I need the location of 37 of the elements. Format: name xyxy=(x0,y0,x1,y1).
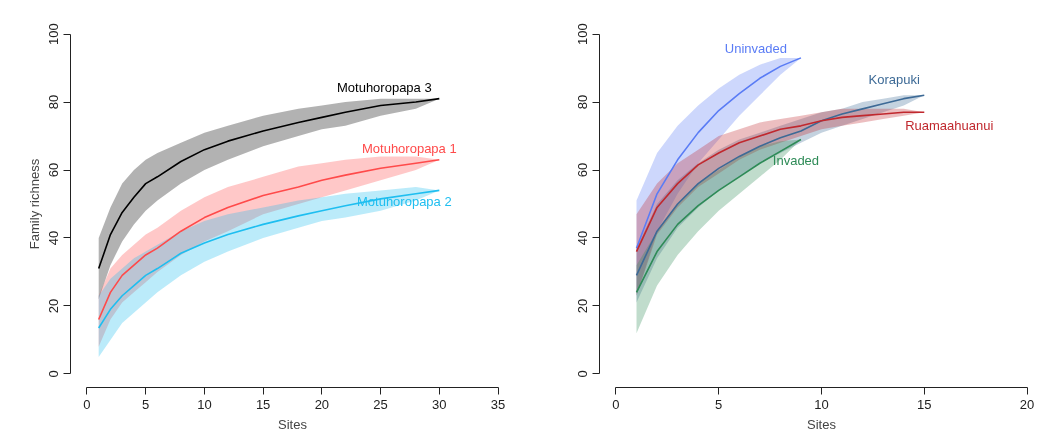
x-tick-label: 0 xyxy=(612,396,620,412)
x-tick-label: 20 xyxy=(314,396,330,412)
y-tick-label: 0 xyxy=(575,370,591,378)
y-tick-label: 40 xyxy=(575,230,591,246)
series-label: Uninvaded xyxy=(724,40,788,56)
x-tick-label: 20 xyxy=(1019,396,1035,412)
line-series xyxy=(97,159,441,321)
x-tick-label: 5 xyxy=(715,396,723,412)
y-tick-label: 0 xyxy=(46,370,62,378)
y-axis-title: Family richness xyxy=(26,158,42,250)
y-tick-label: 40 xyxy=(46,230,62,246)
x-tick-label: 10 xyxy=(814,396,829,412)
x-tick-label: 0 xyxy=(83,396,91,412)
y-tick-label: 60 xyxy=(575,162,591,178)
series-label: Motuhoropapa 3 xyxy=(336,79,432,95)
x-tick-label: 25 xyxy=(373,396,388,412)
x-tick-label: 15 xyxy=(255,396,271,412)
x-tick-label: 35 xyxy=(490,396,506,412)
x-axis-title: Sites xyxy=(807,416,837,432)
x-tick-label: 30 xyxy=(432,396,447,412)
y-tick-label: 60 xyxy=(46,162,62,178)
y-tick-label: 100 xyxy=(575,23,591,45)
y-tick-label: 80 xyxy=(575,94,591,110)
series-label: Motuhoropapa 2 xyxy=(356,194,452,210)
x-axis-title: Sites xyxy=(278,416,308,432)
x-tick-label: 10 xyxy=(197,396,212,412)
y-tick-label: 100 xyxy=(46,23,62,45)
x-tick-label: 5 xyxy=(142,396,150,412)
y-tick-label: 20 xyxy=(46,298,62,314)
series-label: Ruamaahuanui xyxy=(905,118,994,134)
series-label: Invaded xyxy=(772,153,820,169)
x-tick-label: 15 xyxy=(917,396,932,412)
y-tick-label: 20 xyxy=(575,298,591,314)
series-label: Korapuki xyxy=(868,72,921,88)
series-label: Motuhoropapa 1 xyxy=(361,140,457,156)
y-tick-label: 80 xyxy=(46,94,62,110)
line-series xyxy=(97,189,441,329)
